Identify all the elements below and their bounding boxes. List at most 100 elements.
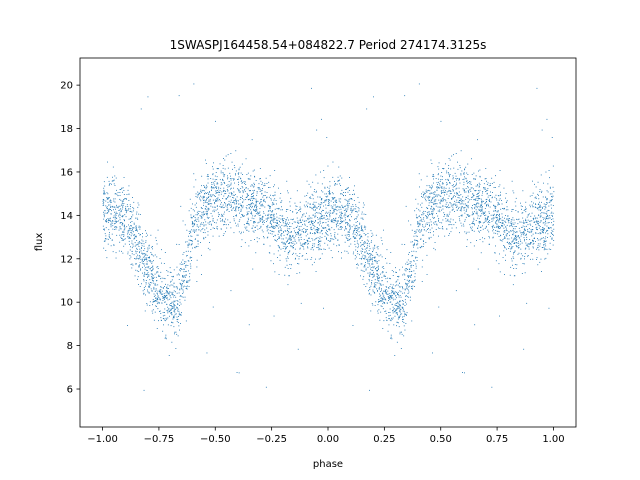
data-point xyxy=(142,233,143,234)
data-point xyxy=(435,195,436,197)
data-point xyxy=(467,187,469,189)
data-point xyxy=(432,192,434,194)
data-point xyxy=(141,283,142,285)
data-point xyxy=(136,217,138,219)
data-point xyxy=(232,197,233,198)
data-point xyxy=(268,226,270,228)
data-point xyxy=(474,198,476,200)
data-point xyxy=(340,223,342,224)
data-point xyxy=(127,235,129,237)
data-point xyxy=(446,184,447,186)
data-point xyxy=(407,269,408,270)
data-point xyxy=(223,233,225,235)
data-point xyxy=(527,255,529,256)
data-point xyxy=(458,201,460,203)
data-point xyxy=(544,212,546,214)
data-point xyxy=(246,187,247,189)
data-point xyxy=(487,216,489,218)
data-point xyxy=(143,261,144,262)
data-point xyxy=(161,320,162,321)
data-point xyxy=(378,260,380,262)
data-point xyxy=(124,227,126,229)
data-point xyxy=(122,191,123,193)
data-point xyxy=(288,219,289,221)
data-point xyxy=(160,286,162,288)
data-point xyxy=(405,268,407,269)
data-point xyxy=(401,313,403,315)
data-point xyxy=(519,221,521,223)
data-point xyxy=(528,213,530,215)
data-point xyxy=(240,191,241,193)
data-point xyxy=(122,215,124,217)
data-point xyxy=(113,215,115,217)
data-point xyxy=(215,120,216,122)
data-point xyxy=(478,198,479,200)
data-point xyxy=(103,228,104,230)
data-point xyxy=(329,192,330,193)
data-point xyxy=(346,211,347,213)
data-point xyxy=(205,205,207,207)
data-point xyxy=(421,202,423,204)
data-point xyxy=(475,204,477,206)
data-point xyxy=(414,244,415,245)
data-point xyxy=(462,223,464,225)
data-point xyxy=(499,213,500,215)
data-point xyxy=(136,211,138,213)
data-point xyxy=(454,172,456,174)
data-point xyxy=(428,202,430,204)
data-point xyxy=(549,242,551,244)
data-point xyxy=(124,198,125,200)
data-point xyxy=(475,212,477,214)
data-point xyxy=(337,176,339,178)
data-point xyxy=(159,311,160,312)
data-point xyxy=(547,215,549,217)
data-point xyxy=(236,372,238,373)
data-point xyxy=(365,269,367,271)
data-point xyxy=(496,217,498,219)
data-point xyxy=(186,229,188,231)
data-point xyxy=(375,301,377,303)
data-point xyxy=(280,234,282,236)
data-point xyxy=(411,229,413,231)
data-point xyxy=(480,211,482,212)
data-point xyxy=(532,258,534,260)
data-point xyxy=(240,196,241,198)
data-point xyxy=(224,211,225,213)
data-point xyxy=(130,228,132,229)
data-point xyxy=(540,206,542,208)
data-point xyxy=(170,305,171,306)
data-point xyxy=(254,204,256,206)
data-point xyxy=(356,232,357,233)
data-point xyxy=(300,302,302,304)
data-point xyxy=(452,178,454,180)
data-point xyxy=(281,206,282,208)
data-point xyxy=(252,225,254,227)
data-point xyxy=(188,244,190,245)
data-point xyxy=(319,204,321,206)
data-point xyxy=(204,208,206,209)
data-point xyxy=(270,217,272,219)
data-point xyxy=(347,240,349,241)
data-point xyxy=(188,270,189,272)
data-point xyxy=(431,163,433,164)
data-point xyxy=(211,215,213,217)
data-point xyxy=(219,191,221,193)
data-point xyxy=(406,268,408,270)
data-point xyxy=(404,288,406,290)
data-point xyxy=(311,193,313,195)
data-point xyxy=(193,229,195,231)
data-point xyxy=(123,231,125,233)
data-point xyxy=(153,293,155,295)
data-point xyxy=(112,220,113,222)
data-point xyxy=(174,315,176,317)
data-point xyxy=(109,204,111,206)
data-point xyxy=(103,240,105,242)
data-point xyxy=(408,296,410,298)
data-point xyxy=(537,247,538,249)
data-point xyxy=(143,258,145,260)
data-point xyxy=(146,254,148,256)
data-point xyxy=(485,178,487,179)
data-point xyxy=(459,203,461,205)
data-point xyxy=(185,286,187,287)
data-point xyxy=(474,207,476,209)
